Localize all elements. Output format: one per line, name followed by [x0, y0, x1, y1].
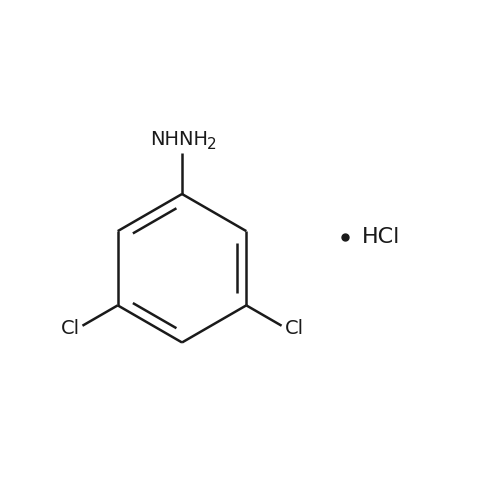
Text: HCl: HCl [362, 227, 400, 247]
Text: NHNH: NHNH [150, 130, 209, 149]
Text: Cl: Cl [285, 319, 304, 338]
Text: Cl: Cl [60, 319, 80, 338]
Text: 2: 2 [207, 137, 217, 152]
